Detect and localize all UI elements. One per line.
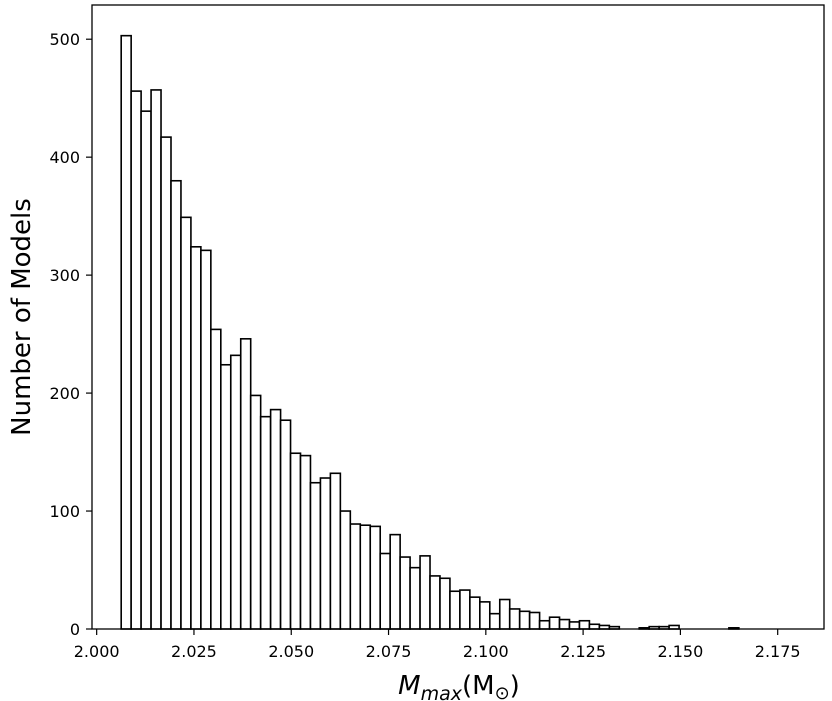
histogram-bar — [479, 601, 491, 630]
histogram-bar — [558, 618, 571, 630]
histogram-bar — [210, 328, 222, 630]
histogram-bar — [588, 623, 601, 630]
histogram-bar — [429, 575, 441, 630]
histogram-bar — [229, 354, 242, 630]
histogram-bar — [369, 525, 382, 630]
histogram-bar — [319, 477, 332, 630]
x-tick-label: 2.025 — [171, 642, 217, 661]
histogram-bar — [200, 249, 212, 630]
histogram-bar — [269, 408, 282, 630]
x-tick-label: 2.125 — [560, 642, 606, 661]
histogram-bar — [449, 590, 461, 630]
histogram-bar — [249, 394, 262, 630]
histogram-bar — [508, 608, 521, 630]
histogram-bar — [299, 454, 312, 630]
y-axis: 0 100 200 300 400 500 — [49, 30, 92, 639]
y-tick-label: 300 — [49, 266, 80, 285]
y-tick-label: 400 — [49, 148, 80, 167]
histogram-bar — [528, 611, 541, 630]
plot-frame — [91, 4, 825, 630]
histogram-bar — [498, 598, 511, 630]
x-axis-label-close: ) — [510, 671, 520, 701]
y-tick-label: 100 — [49, 502, 80, 521]
x-tick-label: 2.100 — [463, 642, 509, 661]
histogram-bar — [379, 552, 391, 630]
histogram-bar — [399, 556, 411, 630]
histogram-bar — [488, 612, 501, 630]
histogram-bar — [459, 589, 471, 630]
histogram-bar — [439, 577, 451, 630]
y-axis-label: Number of Models — [7, 198, 37, 436]
histogram-bar — [170, 179, 182, 630]
histogram-bar — [150, 89, 162, 630]
x-axis-label-sub: max — [421, 683, 463, 701]
x-axis-label-sun: ⊙ — [495, 683, 510, 701]
histogram-bar — [309, 481, 322, 630]
histogram-bar — [220, 363, 232, 630]
histogram-bar — [538, 619, 551, 630]
x-tick-label: 2.175 — [755, 642, 801, 661]
histogram-bar — [469, 596, 481, 630]
y-tick-label: 500 — [49, 30, 80, 49]
histogram-bar — [180, 216, 192, 630]
histogram-bar — [279, 419, 292, 630]
histogram-bars — [120, 34, 740, 630]
x-axis: 2.000 2.025 2.050 2.075 2.100 2.125 2.150 2.175 — [74, 629, 801, 661]
histogram-bar — [339, 510, 352, 630]
histogram-bar — [568, 621, 581, 630]
histogram-bar — [160, 136, 172, 630]
histogram-bar — [140, 110, 152, 630]
histogram-bar — [359, 524, 372, 630]
histogram-bar — [120, 34, 132, 630]
x-axis-label: Mmax(M⊙) — [398, 671, 520, 701]
histogram-bar — [239, 338, 252, 630]
histogram-bar — [389, 533, 401, 630]
y-tick-label: 200 — [49, 384, 80, 403]
histogram-bar — [130, 90, 142, 630]
x-tick-label: 2.150 — [657, 642, 703, 661]
x-axis-label-paren: (M — [462, 671, 495, 701]
histogram-bar — [289, 452, 302, 630]
histogram-bar — [259, 415, 272, 630]
histogram-bar — [578, 619, 591, 630]
histogram-bar — [409, 566, 421, 630]
x-tick-label: 2.000 — [74, 642, 120, 661]
y-tick-label: 0 — [70, 620, 80, 639]
histogram-bar — [349, 523, 362, 630]
histogram-bar — [548, 616, 561, 630]
histogram-bar — [190, 246, 202, 630]
x-axis-label-main: M — [398, 671, 420, 701]
x-tick-label: 2.050 — [268, 642, 314, 661]
histogram-bar — [518, 610, 531, 630]
histogram-bar — [419, 555, 431, 630]
histogram-bar — [329, 472, 342, 630]
x-tick-label: 2.075 — [366, 642, 412, 661]
